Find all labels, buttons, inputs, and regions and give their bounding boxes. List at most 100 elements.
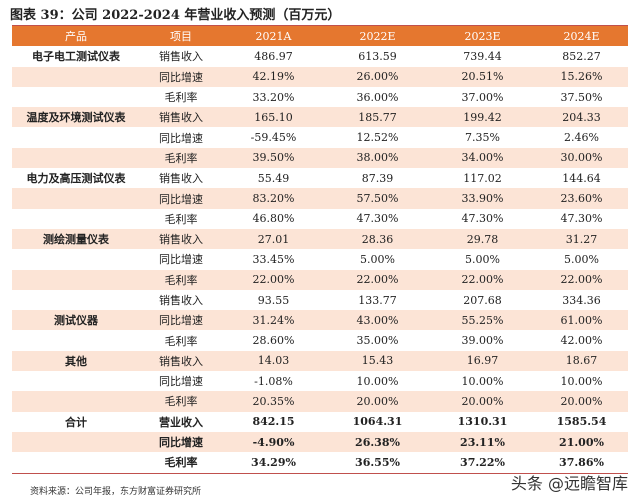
value-cell: 33.90% bbox=[430, 188, 535, 209]
product-cell bbox=[12, 290, 140, 310]
value-cell: 30.00% bbox=[535, 147, 628, 169]
value-cell: 10.00% bbox=[560, 374, 603, 388]
value-cell: 33.45% bbox=[252, 252, 295, 266]
value-cell: 1310.31 bbox=[457, 415, 508, 429]
forecast-table: 产品 项目 2021A 2022E 2023E 2024E 电子电工测试仪表 销售收入 486… bbox=[12, 25, 628, 474]
product-cell bbox=[12, 87, 140, 107]
value-cell: 20.35% bbox=[222, 391, 325, 412]
table-row: 毛利率 33.20% 36.00% 37.00% 37.50% bbox=[12, 87, 628, 107]
item-cell: 销售收入 bbox=[140, 350, 222, 372]
value-cell: 14.03 bbox=[222, 350, 325, 372]
item-cell: 销售收入 bbox=[159, 50, 203, 64]
value-cell: 26.38% bbox=[325, 431, 430, 453]
value-cell: 18.67 bbox=[535, 350, 628, 372]
value-cell: 37.00% bbox=[461, 90, 504, 104]
item-cell: 毛利率 bbox=[140, 269, 222, 290]
product-cell bbox=[12, 269, 140, 290]
value-cell: 61.00% bbox=[535, 310, 628, 331]
value-cell: -1.08% bbox=[254, 374, 293, 388]
table-row: 毛利率 39.50% 38.00% 34.00% 30.00% bbox=[12, 147, 628, 169]
item-cell: 毛利率 bbox=[140, 147, 222, 169]
value-cell: 144.64 bbox=[562, 171, 601, 185]
value-cell: -4.90% bbox=[222, 431, 325, 453]
product-cell bbox=[12, 249, 140, 269]
value-cell: 2.46% bbox=[564, 131, 599, 145]
value-cell: 22.00% bbox=[430, 269, 535, 290]
value-cell: 42.00% bbox=[560, 334, 603, 348]
header-cell: 产品 bbox=[12, 25, 140, 47]
product-cell bbox=[12, 147, 140, 169]
value-cell: 36.55% bbox=[355, 455, 400, 469]
value-cell: 204.33 bbox=[535, 107, 628, 128]
item-cell: 同比增速 bbox=[140, 431, 222, 453]
value-cell: 21.00% bbox=[535, 431, 628, 453]
product-cell: 测试仪器 bbox=[12, 310, 140, 331]
value-cell: 10.00% bbox=[461, 374, 504, 388]
value-cell: 37.86% bbox=[559, 455, 604, 469]
value-cell: 38.00% bbox=[325, 147, 430, 169]
value-cell: 34.00% bbox=[430, 147, 535, 169]
item-cell: 销售收入 bbox=[140, 228, 222, 250]
value-cell: 15.26% bbox=[535, 66, 628, 87]
table-body: 电子电工测试仪表 销售收入 486.97 613.59 739.44 852.27 同比增速… bbox=[12, 46, 628, 473]
table-row: 同比增速 -4.90% 26.38% 23.11% 21.00% bbox=[12, 431, 628, 453]
header-cell: 2023E bbox=[430, 25, 535, 47]
table-row: 毛利率 22.00% 22.00% 22.00% 22.00% bbox=[12, 269, 628, 290]
table-row: 毛利率 28.60% 35.00% 39.00% 42.00% bbox=[12, 330, 628, 350]
header-cell: 2022E bbox=[325, 25, 430, 47]
item-cell: 毛利率 bbox=[140, 391, 222, 412]
value-cell: 31.27 bbox=[535, 228, 628, 250]
table-row: 同比增速 83.20% 57.50% 33.90% 23.60% bbox=[12, 188, 628, 209]
table-row: 同比增速 42.19% 26.00% 20.51% 15.26% bbox=[12, 66, 628, 87]
table-row: 同比增速 -1.08% 10.00% 10.00% 10.00% bbox=[12, 371, 628, 391]
value-cell: 5.00% bbox=[564, 252, 599, 266]
value-cell: 31.24% bbox=[222, 310, 325, 331]
value-cell: 28.36 bbox=[325, 228, 430, 250]
value-cell: 27.01 bbox=[222, 228, 325, 250]
item-cell: 同比增速 bbox=[140, 66, 222, 87]
value-cell: 37.50% bbox=[560, 90, 603, 104]
value-cell: 20.00% bbox=[430, 391, 535, 412]
value-cell: 29.78 bbox=[430, 228, 535, 250]
value-cell: 15.43 bbox=[325, 350, 430, 372]
value-cell: 486.97 bbox=[254, 49, 293, 63]
value-cell: 83.20% bbox=[222, 188, 325, 209]
value-cell: 35.00% bbox=[356, 334, 399, 348]
table-row: 销售收入 93.55 133.77 207.68 334.36 bbox=[12, 290, 628, 310]
value-cell: 739.44 bbox=[463, 49, 502, 63]
product-cell bbox=[12, 371, 140, 391]
value-cell: 5.00% bbox=[465, 252, 500, 266]
value-cell: -59.45% bbox=[250, 131, 297, 145]
value-cell: 117.02 bbox=[463, 171, 502, 185]
product-cell: 电子电工测试仪表 bbox=[32, 50, 120, 64]
value-cell: 23.60% bbox=[535, 188, 628, 209]
product-cell: 测绘测量仪表 bbox=[12, 228, 140, 250]
table-row: 毛利率 46.80% 47.30% 47.30% 47.30% bbox=[12, 209, 628, 229]
value-cell: 22.00% bbox=[535, 269, 628, 290]
item-cell: 毛利率 bbox=[164, 456, 198, 470]
table-row: 毛利率 34.29% 36.55% 37.22% 37.86% bbox=[12, 452, 628, 473]
value-cell: 852.27 bbox=[562, 49, 601, 63]
header-row: 产品 项目 2021A 2022E 2023E 2024E bbox=[12, 25, 628, 47]
value-cell: 22.00% bbox=[325, 269, 430, 290]
value-cell: 842.15 bbox=[252, 415, 295, 429]
value-cell: 133.77 bbox=[358, 293, 397, 307]
product-cell: 其他 bbox=[12, 350, 140, 372]
table-row: 毛利率 20.35% 20.00% 20.00% 20.00% bbox=[12, 391, 628, 412]
product-cell bbox=[12, 127, 140, 147]
product-cell bbox=[12, 66, 140, 87]
table-row: 测试仪器 同比增速 31.24% 43.00% 55.25% 61.00% bbox=[12, 310, 628, 331]
value-cell: 57.50% bbox=[325, 188, 430, 209]
item-cell: 毛利率 bbox=[164, 212, 198, 226]
value-cell: 47.30% bbox=[461, 212, 504, 226]
item-cell: 同比增速 bbox=[159, 375, 203, 389]
value-cell: 16.97 bbox=[430, 350, 535, 372]
table-row: 电力及高压测试仪表 销售收入 55.49 87.39 117.02 144.64 bbox=[12, 168, 628, 188]
product-cell bbox=[12, 452, 140, 473]
product-cell: 温度及环境测试仪表 bbox=[12, 107, 140, 128]
value-cell: 55.49 bbox=[257, 171, 290, 185]
product-cell bbox=[12, 188, 140, 209]
value-cell: 20.00% bbox=[325, 391, 430, 412]
table-title: 图表 39：公司 2022-2024 年营业收入预测（百万元） bbox=[10, 8, 341, 23]
value-cell: 20.00% bbox=[535, 391, 628, 412]
